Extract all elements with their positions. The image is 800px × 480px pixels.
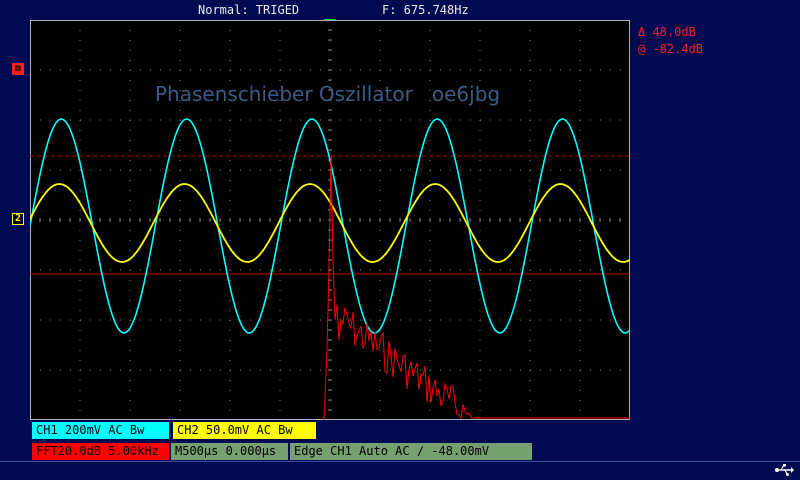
screen-title-text: Phasenschieber Oszillator oe6jbg xyxy=(155,82,501,106)
ch1-settings-badge[interactable]: CH1 200mV AC Bw xyxy=(32,422,169,439)
ch2-reference-marker[interactable]: 2 xyxy=(12,213,24,225)
fft-settings-badge[interactable]: FFT20.0dB 5.00kHz xyxy=(32,443,169,460)
cursor-at-readout: @ -82.4dB xyxy=(638,42,704,56)
trigger-settings-badge[interactable]: Edge CH1 Auto AC ∕ -48.00mV xyxy=(290,443,532,460)
timebase-badge[interactable]: M500µs 0.000µs xyxy=(171,443,288,460)
frequency-readout: F: 675.748Hz xyxy=(382,3,469,17)
ch1-trace xyxy=(30,118,630,334)
bottom-divider xyxy=(0,461,800,462)
ch2-settings-badge[interactable]: CH2 50.0mV AC Bw xyxy=(173,422,316,439)
waveform-canvas[interactable] xyxy=(30,20,630,420)
acquisition-status: Normal: TRIGED xyxy=(198,3,300,17)
waveform-display[interactable] xyxy=(30,20,630,420)
cursor-delta-readout: Δ 48.0dB xyxy=(638,25,696,39)
status-bar: Normal: TRIGED F: 675.748Hz xyxy=(0,0,800,20)
usb-icon xyxy=(775,464,794,476)
math-reference-marker[interactable]: m xyxy=(12,63,24,75)
fft-trace xyxy=(323,154,630,420)
